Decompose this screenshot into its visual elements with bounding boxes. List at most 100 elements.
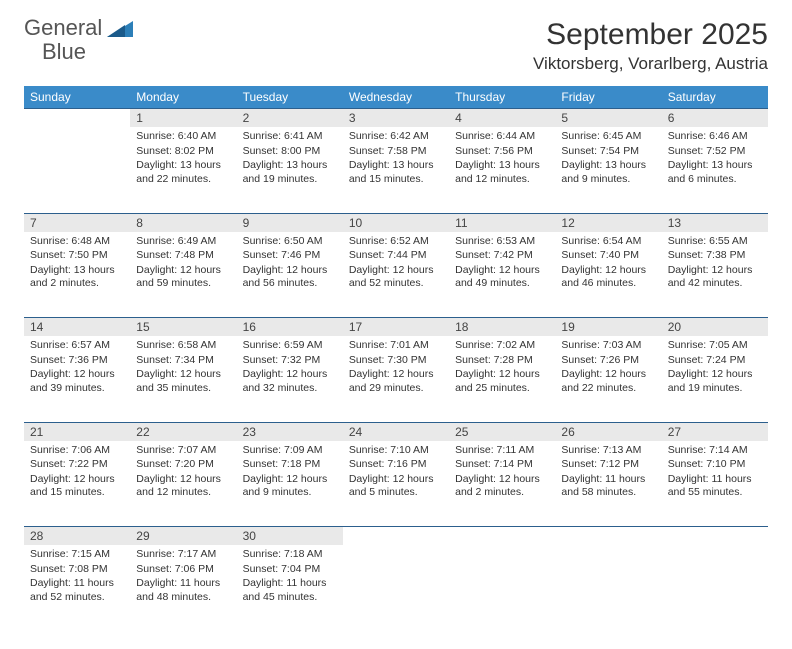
day-cell: Sunrise: 7:07 AMSunset: 7:20 PMDaylight:… bbox=[130, 441, 236, 527]
sunset-text: Sunset: 8:02 PM bbox=[136, 145, 230, 159]
day-details bbox=[449, 545, 555, 554]
day-number: 22 bbox=[130, 422, 236, 441]
daylight-text: Daylight: 12 hours and 39 minutes. bbox=[30, 368, 124, 395]
daylight-text: Daylight: 12 hours and 2 minutes. bbox=[455, 473, 549, 500]
day-details: Sunrise: 6:57 AMSunset: 7:36 PMDaylight:… bbox=[24, 336, 130, 403]
day-cell: Sunrise: 6:41 AMSunset: 8:00 PMDaylight:… bbox=[237, 127, 343, 213]
daynum-row: 282930 bbox=[24, 527, 768, 546]
sunset-text: Sunset: 7:10 PM bbox=[668, 458, 762, 472]
day-cell: Sunrise: 6:59 AMSunset: 7:32 PMDaylight:… bbox=[237, 336, 343, 422]
sunrise-text: Sunrise: 6:55 AM bbox=[668, 235, 762, 249]
logo: General Blue bbox=[24, 18, 133, 64]
day-cell: Sunrise: 6:54 AMSunset: 7:40 PMDaylight:… bbox=[555, 232, 661, 318]
day-details: Sunrise: 7:15 AMSunset: 7:08 PMDaylight:… bbox=[24, 545, 130, 612]
sunset-text: Sunset: 7:38 PM bbox=[668, 249, 762, 263]
sunrise-text: Sunrise: 7:02 AM bbox=[455, 339, 549, 353]
day-details: Sunrise: 7:18 AMSunset: 7:04 PMDaylight:… bbox=[237, 545, 343, 612]
day-details: Sunrise: 6:54 AMSunset: 7:40 PMDaylight:… bbox=[555, 232, 661, 299]
sunset-text: Sunset: 7:30 PM bbox=[349, 354, 443, 368]
day-cell: Sunrise: 6:48 AMSunset: 7:50 PMDaylight:… bbox=[24, 232, 130, 318]
daylight-text: Daylight: 13 hours and 2 minutes. bbox=[30, 264, 124, 291]
day-cell bbox=[662, 545, 768, 631]
daylight-text: Daylight: 11 hours and 48 minutes. bbox=[136, 577, 230, 604]
day-cell: Sunrise: 7:03 AMSunset: 7:26 PMDaylight:… bbox=[555, 336, 661, 422]
day-cell: Sunrise: 6:40 AMSunset: 8:02 PMDaylight:… bbox=[130, 127, 236, 213]
daylight-text: Daylight: 12 hours and 52 minutes. bbox=[349, 264, 443, 291]
day-header: Tuesday bbox=[237, 86, 343, 109]
day-header: Wednesday bbox=[343, 86, 449, 109]
sunrise-text: Sunrise: 7:10 AM bbox=[349, 444, 443, 458]
daylight-text: Daylight: 12 hours and 5 minutes. bbox=[349, 473, 443, 500]
day-number: 4 bbox=[449, 109, 555, 128]
sunrise-text: Sunrise: 6:50 AM bbox=[243, 235, 337, 249]
daylight-text: Daylight: 12 hours and 35 minutes. bbox=[136, 368, 230, 395]
day-number bbox=[449, 527, 555, 546]
logo-word2: Blue bbox=[42, 39, 86, 64]
day-cell: Sunrise: 7:02 AMSunset: 7:28 PMDaylight:… bbox=[449, 336, 555, 422]
daylight-text: Daylight: 12 hours and 59 minutes. bbox=[136, 264, 230, 291]
daylight-text: Daylight: 12 hours and 19 minutes. bbox=[668, 368, 762, 395]
sunrise-text: Sunrise: 6:58 AM bbox=[136, 339, 230, 353]
sunset-text: Sunset: 7:18 PM bbox=[243, 458, 337, 472]
day-number: 11 bbox=[449, 213, 555, 232]
day-number: 17 bbox=[343, 318, 449, 337]
week-body-row: Sunrise: 7:06 AMSunset: 7:22 PMDaylight:… bbox=[24, 441, 768, 527]
sunset-text: Sunset: 7:40 PM bbox=[561, 249, 655, 263]
sunrise-text: Sunrise: 6:48 AM bbox=[30, 235, 124, 249]
day-cell bbox=[449, 545, 555, 631]
sunset-text: Sunset: 7:20 PM bbox=[136, 458, 230, 472]
day-number bbox=[662, 527, 768, 546]
day-header: Friday bbox=[555, 86, 661, 109]
week-body-row: Sunrise: 6:48 AMSunset: 7:50 PMDaylight:… bbox=[24, 232, 768, 318]
day-number: 18 bbox=[449, 318, 555, 337]
sunset-text: Sunset: 7:54 PM bbox=[561, 145, 655, 159]
sunset-text: Sunset: 7:44 PM bbox=[349, 249, 443, 263]
day-number: 3 bbox=[343, 109, 449, 128]
day-cell: Sunrise: 6:49 AMSunset: 7:48 PMDaylight:… bbox=[130, 232, 236, 318]
sunrise-text: Sunrise: 6:57 AM bbox=[30, 339, 124, 353]
day-cell: Sunrise: 7:05 AMSunset: 7:24 PMDaylight:… bbox=[662, 336, 768, 422]
sunset-text: Sunset: 7:08 PM bbox=[30, 563, 124, 577]
day-details: Sunrise: 7:14 AMSunset: 7:10 PMDaylight:… bbox=[662, 441, 768, 508]
day-cell: Sunrise: 6:55 AMSunset: 7:38 PMDaylight:… bbox=[662, 232, 768, 318]
day-details: Sunrise: 6:46 AMSunset: 7:52 PMDaylight:… bbox=[662, 127, 768, 194]
day-number: 13 bbox=[662, 213, 768, 232]
daylight-text: Daylight: 13 hours and 22 minutes. bbox=[136, 159, 230, 186]
title-block: September 2025 Viktorsberg, Vorarlberg, … bbox=[533, 18, 768, 74]
day-cell: Sunrise: 6:44 AMSunset: 7:56 PMDaylight:… bbox=[449, 127, 555, 213]
day-header: Saturday bbox=[662, 86, 768, 109]
sunrise-text: Sunrise: 7:13 AM bbox=[561, 444, 655, 458]
sunrise-text: Sunrise: 7:09 AM bbox=[243, 444, 337, 458]
day-details: Sunrise: 6:49 AMSunset: 7:48 PMDaylight:… bbox=[130, 232, 236, 299]
day-cell: Sunrise: 7:18 AMSunset: 7:04 PMDaylight:… bbox=[237, 545, 343, 631]
daylight-text: Daylight: 13 hours and 19 minutes. bbox=[243, 159, 337, 186]
sunset-text: Sunset: 7:16 PM bbox=[349, 458, 443, 472]
calendar-table: Sunday Monday Tuesday Wednesday Thursday… bbox=[24, 86, 768, 631]
day-details: Sunrise: 7:02 AMSunset: 7:28 PMDaylight:… bbox=[449, 336, 555, 403]
day-number: 21 bbox=[24, 422, 130, 441]
sunset-text: Sunset: 7:06 PM bbox=[136, 563, 230, 577]
sunrise-text: Sunrise: 7:14 AM bbox=[668, 444, 762, 458]
daylight-text: Daylight: 12 hours and 32 minutes. bbox=[243, 368, 337, 395]
sunrise-text: Sunrise: 6:42 AM bbox=[349, 130, 443, 144]
sunrise-text: Sunrise: 6:52 AM bbox=[349, 235, 443, 249]
day-cell: Sunrise: 7:11 AMSunset: 7:14 PMDaylight:… bbox=[449, 441, 555, 527]
day-cell: Sunrise: 6:42 AMSunset: 7:58 PMDaylight:… bbox=[343, 127, 449, 213]
daynum-row: 21222324252627 bbox=[24, 422, 768, 441]
daylight-text: Daylight: 11 hours and 52 minutes. bbox=[30, 577, 124, 604]
day-details bbox=[343, 545, 449, 554]
sunrise-text: Sunrise: 7:06 AM bbox=[30, 444, 124, 458]
daynum-row: 123456 bbox=[24, 109, 768, 128]
sunrise-text: Sunrise: 7:05 AM bbox=[668, 339, 762, 353]
day-number: 15 bbox=[130, 318, 236, 337]
daynum-row: 78910111213 bbox=[24, 213, 768, 232]
sunrise-text: Sunrise: 7:01 AM bbox=[349, 339, 443, 353]
day-header-row: Sunday Monday Tuesday Wednesday Thursday… bbox=[24, 86, 768, 109]
day-number: 20 bbox=[662, 318, 768, 337]
day-cell: Sunrise: 7:10 AMSunset: 7:16 PMDaylight:… bbox=[343, 441, 449, 527]
day-details: Sunrise: 7:09 AMSunset: 7:18 PMDaylight:… bbox=[237, 441, 343, 508]
sunset-text: Sunset: 7:48 PM bbox=[136, 249, 230, 263]
daylight-text: Daylight: 12 hours and 25 minutes. bbox=[455, 368, 549, 395]
day-number: 7 bbox=[24, 213, 130, 232]
day-cell bbox=[24, 127, 130, 213]
